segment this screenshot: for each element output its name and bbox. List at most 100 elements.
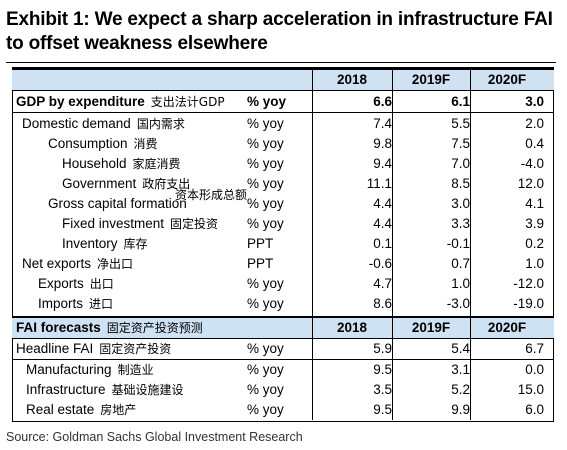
row-2019f: 5.2 <box>451 382 470 397</box>
row-label: Household 家庭消费 <box>62 156 181 171</box>
row-2019f: 9.9 <box>451 402 470 417</box>
row-2018: 8.6 <box>373 296 392 311</box>
row-2018: 9.8 <box>373 136 392 151</box>
row-label: Fixed investment 固定投资 <box>62 216 219 231</box>
row-2020f: -12.0 <box>513 276 544 291</box>
row-2018: 5.9 <box>373 341 392 356</box>
row-2018: 0.1 <box>373 236 392 251</box>
row-2020f: 6.7 <box>525 341 544 356</box>
fai-header-2019f: 2019F <box>411 320 451 335</box>
forecast-table <box>12 67 554 422</box>
row-unit: % yoy <box>247 156 284 171</box>
table-row: Exports 出口 % yoy 4.7 1.0 -12.0 <box>12 274 554 294</box>
row-2020f: 0.0 <box>525 362 544 377</box>
exhibit-title: Exhibit 1: We expect a sharp acceleratio… <box>6 9 553 54</box>
row-2020f: -4.0 <box>520 156 544 171</box>
row-2019f: 8.5 <box>451 176 470 191</box>
row-2019f: 7.5 <box>451 136 470 151</box>
row-label: Consumption 消费 <box>48 136 158 151</box>
row-2020f: 12.0 <box>517 176 544 191</box>
row-2018: 9.4 <box>373 156 392 171</box>
table-row: Fixed investment 固定投资 % yoy 4.4 3.3 3.9 <box>12 214 554 234</box>
header-2019f: 2019F <box>411 72 451 87</box>
row-label: Gross capital formation <box>48 196 187 211</box>
row-2019f: 3.0 <box>451 196 470 211</box>
table-row: Household 家庭消费 % yoy 9.4 7.0 -4.0 <box>12 154 554 174</box>
row-label: Infrastructure 基础设施建设 <box>26 382 184 397</box>
row-2020f: 15.0 <box>517 382 544 397</box>
row-unit: % yoy <box>247 216 284 231</box>
gdp-2018: 6.6 <box>373 94 392 109</box>
table-row: Imports 进口 % yoy 8.6 -3.0 -19.0 <box>12 294 554 314</box>
table-row: Manufacturing 制造业 % yoy 9.5 3.1 0.0 <box>12 360 554 380</box>
source-note: Source: Goldman Sachs Global Investment … <box>6 430 303 444</box>
title-rule <box>6 62 556 63</box>
row-2020f: -19.0 <box>513 296 544 311</box>
table-row: Inventory 库存 PPT 0.1 -0.1 0.2 <box>12 234 554 254</box>
row-2018: -0.6 <box>368 256 392 271</box>
fai-header-label: FAI forecasts 固定资产投资预测 <box>16 320 203 335</box>
table-row: Headline FAI 固定资产投资 % yoy 5.9 5.4 6.7 <box>12 339 554 360</box>
overlay-cn-label: 资本形成总额 <box>175 188 248 202</box>
row-2020f: 6.0 <box>525 402 544 417</box>
row-unit: % yoy <box>247 196 284 211</box>
row-2020f: 0.4 <box>525 136 544 151</box>
row-2019f: -0.1 <box>446 236 470 251</box>
row-2018: 4.4 <box>373 216 392 231</box>
row-2019f: 5.4 <box>451 341 470 356</box>
row-label: Inventory 库存 <box>62 236 148 251</box>
table-row: Infrastructure 基础设施建设 % yoy 3.5 5.2 15.0 <box>12 380 554 400</box>
gdp-2019f: 6.1 <box>451 94 470 109</box>
row-label: Manufacturing 制造业 <box>26 362 154 377</box>
row-label: Headline FAI 固定资产投资 <box>16 341 172 356</box>
row-unit: % yoy <box>247 176 284 191</box>
gdp-row: GDP by expenditure 支出法计GDP % yoy 6.6 6.1 … <box>12 92 554 113</box>
header-2020f: 2020F <box>487 72 527 87</box>
row-2019f: -3.0 <box>446 296 470 311</box>
table-row: Net exports 净出口 PPT -0.6 0.7 1.0 <box>12 254 554 274</box>
row-2018: 4.4 <box>373 196 392 211</box>
table-row: Domestic demand 国内需求 % yoy 7.4 5.5 2.0 <box>12 114 554 134</box>
table-header-row: 2018 2019F 2020F <box>12 68 554 91</box>
row-2018: 9.5 <box>373 362 392 377</box>
row-2019f: 3.1 <box>451 362 470 377</box>
table-row: Gross capital formation % yoy 4.4 3.0 4.… <box>12 194 554 214</box>
row-label: Domestic demand 国内需求 <box>22 116 185 131</box>
row-unit: % yoy <box>247 276 284 291</box>
header-2018: 2018 <box>336 72 368 87</box>
row-2019f: 0.7 <box>451 256 470 271</box>
row-2018: 7.4 <box>373 116 392 131</box>
row-2020f: 3.9 <box>525 216 544 231</box>
table-row: Government 政府支出 % yoy 11.1 8.5 12.0 <box>12 174 554 194</box>
column-divider <box>312 67 313 420</box>
row-unit: % yoy <box>247 402 284 417</box>
row-unit: PPT <box>247 256 274 271</box>
row-unit: % yoy <box>247 296 284 311</box>
row-2019f: 3.3 <box>451 216 470 231</box>
row-unit: % yoy <box>247 382 284 397</box>
gdp-label-cn: 支出法计GDP <box>150 95 225 109</box>
fai-header-2018: 2018 <box>336 320 368 335</box>
row-label: Net exports 净出口 <box>22 256 134 271</box>
row-label: Government 政府支出 <box>62 176 191 191</box>
gdp-2020f: 3.0 <box>525 94 544 109</box>
table-row: Consumption 消费 % yoy 9.8 7.5 0.4 <box>12 134 554 154</box>
row-2018: 9.5 <box>373 402 392 417</box>
row-label: Real estate 房地产 <box>26 402 137 417</box>
fai-header-row: FAI forecasts 固定资产投资预测 2018 2019F 2020F <box>12 316 554 339</box>
column-divider <box>470 67 471 420</box>
row-unit: PPT <box>247 236 274 251</box>
row-2019f: 7.0 <box>451 156 470 171</box>
row-2018: 4.7 <box>373 276 392 291</box>
row-2020f: 2.0 <box>525 116 544 131</box>
row-label: Exports 出口 <box>38 276 114 291</box>
row-label: Imports 进口 <box>38 296 114 311</box>
gdp-unit: % yoy <box>247 94 287 109</box>
gdp-label: GDP by expenditure 支出法计GDP <box>16 94 225 109</box>
row-2020f: 0.2 <box>525 236 544 251</box>
row-2019f: 1.0 <box>451 276 470 291</box>
table-row: Real estate 房地产 % yoy 9.5 9.9 6.0 <box>12 400 554 420</box>
row-2020f: 4.1 <box>525 196 544 211</box>
row-unit: % yoy <box>247 136 284 151</box>
row-2018: 3.5 <box>373 382 392 397</box>
